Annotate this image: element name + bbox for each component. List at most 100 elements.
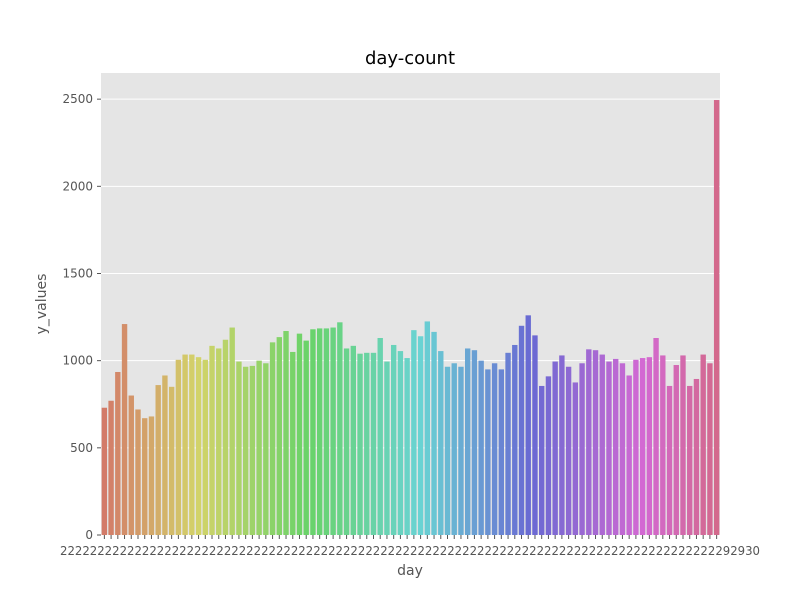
bar bbox=[619, 363, 626, 535]
bar bbox=[108, 400, 114, 535]
bar bbox=[613, 358, 619, 535]
bar bbox=[592, 350, 599, 535]
bar bbox=[316, 328, 323, 535]
bar bbox=[189, 354, 195, 535]
bar bbox=[599, 354, 605, 535]
bar bbox=[505, 352, 511, 535]
bar bbox=[491, 363, 498, 535]
bar bbox=[626, 375, 632, 535]
bar bbox=[303, 340, 309, 535]
bar bbox=[646, 357, 653, 535]
bar bbox=[485, 369, 491, 535]
bar bbox=[115, 371, 121, 535]
bar bbox=[128, 395, 134, 535]
bar bbox=[552, 361, 558, 535]
bar bbox=[458, 366, 464, 535]
bar bbox=[195, 357, 202, 535]
bar bbox=[693, 378, 700, 535]
bar bbox=[370, 352, 377, 535]
bar bbox=[175, 359, 182, 535]
y-tick-label: 1500 bbox=[62, 266, 93, 280]
bar bbox=[296, 333, 303, 535]
bar bbox=[451, 363, 457, 535]
bar bbox=[532, 335, 538, 535]
bar bbox=[565, 366, 572, 535]
bar bbox=[229, 327, 235, 535]
bar bbox=[330, 327, 336, 535]
bar bbox=[182, 354, 188, 535]
bar bbox=[148, 416, 155, 535]
x-tick-labels-overlap: 2222222222222222222222222222222222222222… bbox=[60, 544, 760, 558]
bar bbox=[687, 385, 693, 535]
bar bbox=[155, 385, 161, 535]
y-tick-label: 500 bbox=[70, 441, 93, 455]
bar bbox=[639, 358, 646, 535]
bar bbox=[606, 361, 612, 535]
bar bbox=[269, 342, 276, 535]
bar bbox=[478, 360, 484, 535]
chart-title: day-count bbox=[365, 48, 455, 69]
bar bbox=[545, 376, 552, 535]
bar bbox=[390, 344, 397, 535]
bar bbox=[411, 330, 417, 535]
x-axis-ticks bbox=[103, 535, 718, 539]
bar bbox=[397, 351, 404, 535]
bar bbox=[444, 366, 451, 535]
bar bbox=[518, 325, 525, 535]
bar bbox=[276, 337, 282, 535]
bar bbox=[586, 349, 592, 535]
bar bbox=[431, 331, 437, 535]
bar bbox=[707, 363, 713, 535]
bar bbox=[202, 359, 208, 535]
bar bbox=[498, 369, 505, 535]
bar bbox=[417, 336, 424, 535]
bar bbox=[350, 345, 356, 535]
bar bbox=[337, 322, 343, 535]
bar bbox=[673, 365, 679, 535]
bar bbox=[713, 100, 720, 536]
bar bbox=[283, 331, 289, 535]
bar bbox=[384, 361, 390, 535]
bar bbox=[357, 353, 363, 535]
bar bbox=[579, 363, 585, 535]
bar bbox=[404, 358, 410, 535]
bar bbox=[142, 418, 148, 535]
y-axis-label: y_values bbox=[34, 274, 50, 335]
bar bbox=[256, 360, 262, 535]
bar bbox=[539, 385, 545, 535]
bar bbox=[323, 328, 330, 535]
y-tick-label: 0 bbox=[85, 528, 93, 542]
y-tick-label: 2500 bbox=[62, 92, 93, 106]
bar bbox=[653, 338, 659, 535]
bar bbox=[216, 348, 222, 535]
bar bbox=[666, 385, 673, 535]
bars bbox=[101, 100, 720, 536]
bar bbox=[343, 348, 350, 535]
bar bbox=[465, 348, 471, 535]
bar bbox=[559, 355, 565, 535]
bar bbox=[512, 344, 518, 535]
bar bbox=[236, 361, 242, 535]
bar bbox=[438, 351, 444, 535]
bar bbox=[700, 354, 706, 535]
bar bbox=[290, 351, 296, 535]
bar bbox=[263, 363, 269, 535]
y-tick-label: 2000 bbox=[62, 179, 93, 193]
bar bbox=[660, 355, 666, 535]
bar bbox=[310, 329, 316, 535]
bar bbox=[222, 339, 229, 535]
y-tick-label: 1000 bbox=[62, 354, 93, 368]
x-axis-label: day bbox=[397, 563, 423, 579]
bar bbox=[377, 338, 383, 535]
bar bbox=[135, 409, 141, 535]
bar bbox=[525, 315, 531, 535]
bar bbox=[249, 365, 256, 535]
bar bbox=[424, 321, 431, 535]
bar bbox=[121, 324, 128, 535]
bar bbox=[364, 352, 370, 535]
bar bbox=[680, 355, 686, 535]
bar bbox=[168, 386, 175, 535]
bar bbox=[242, 366, 249, 535]
